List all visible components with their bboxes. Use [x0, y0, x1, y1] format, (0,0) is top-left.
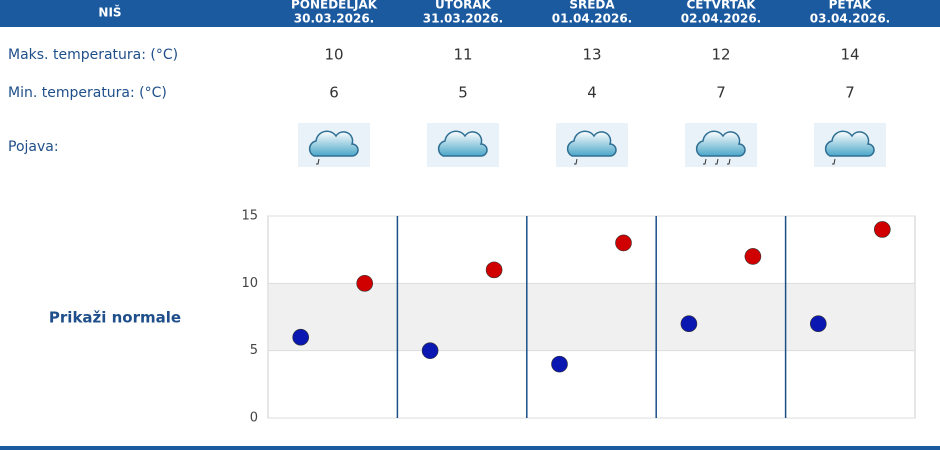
temp-dot [292, 328, 310, 346]
row-label: Maks. temperatura: (°C) [8, 47, 178, 63]
temp-value: 5 [458, 84, 468, 102]
cloud-icon [824, 130, 875, 157]
rain-drop [727, 158, 731, 165]
shade-band [269, 283, 914, 351]
day-name: PONEDELJAK [291, 0, 378, 12]
footer-bar [0, 446, 940, 450]
temp-value: 7 [716, 84, 726, 102]
temp-dot [680, 315, 698, 333]
temp-dot [356, 275, 374, 292]
y-tick-label: 5 [250, 343, 258, 358]
rain-drop [703, 158, 707, 165]
normals-button[interactable]: Prikaži normale [49, 309, 181, 327]
day-name: ČETVRTAK [686, 0, 756, 12]
temp-dot [744, 248, 762, 265]
temp-value: 7 [845, 84, 855, 102]
rain-drop [316, 158, 320, 165]
header-bar [0, 0, 940, 27]
day-date: 30.03.2026. [294, 12, 374, 26]
y-tick-label: 10 [241, 276, 258, 291]
cloud-icon [437, 130, 488, 157]
y-tick-label: 0 [250, 411, 258, 426]
temp-dot [809, 315, 827, 333]
temp-dot [485, 261, 503, 279]
temp-dot [873, 221, 891, 238]
temp-dot [615, 234, 632, 252]
city-name: NIŠ [98, 5, 121, 20]
rain-drop [715, 158, 719, 165]
cloud-icon [695, 130, 746, 157]
day-date: 03.04.2026. [810, 12, 890, 26]
temp-dot [551, 355, 568, 373]
temp-value: 6 [329, 84, 339, 102]
day-name: UTORAK [435, 0, 492, 12]
temp-value: 11 [453, 46, 472, 64]
temp-value: 13 [582, 46, 601, 64]
day-date: 02.04.2026. [681, 12, 761, 26]
day-name: PETAK [829, 0, 873, 12]
rain-drop [574, 158, 578, 165]
temp-value: 14 [840, 46, 859, 64]
temp-value: 12 [711, 46, 730, 64]
temp-value: 10 [324, 46, 343, 64]
phenomenon-label: Pojava: [8, 139, 59, 155]
cloud-icon [308, 130, 359, 157]
rain-drop [832, 158, 836, 165]
temp-dot [421, 342, 439, 359]
day-date: 31.03.2026. [423, 12, 503, 26]
day-date: 01.04.2026. [552, 12, 632, 26]
day-name: SREDA [569, 0, 615, 12]
temp-value: 4 [587, 84, 597, 102]
y-tick-label: 15 [241, 209, 258, 224]
cloud-icon [566, 130, 617, 157]
row-label: Min. temperatura: (°C) [8, 85, 167, 101]
